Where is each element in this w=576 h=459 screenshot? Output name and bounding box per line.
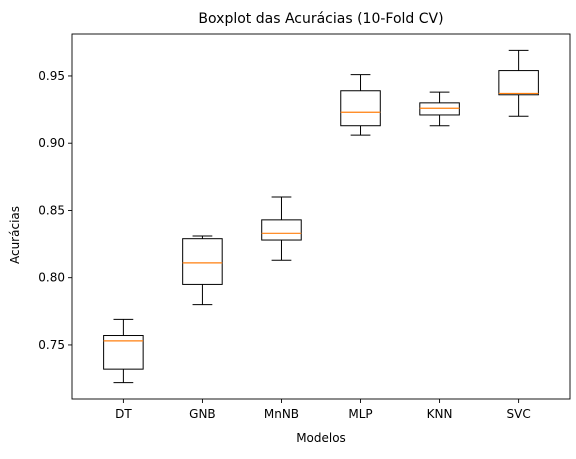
y-tick-label: 0.85 bbox=[38, 203, 65, 217]
y-tick-label: 0.75 bbox=[38, 338, 65, 352]
x-tick-label: KNN bbox=[427, 407, 453, 421]
plot-area: 0.75 0.80 0.85 0.90 0.95 DT GNB MnNB MLP KNN SVC bbox=[38, 33, 571, 421]
box-dt bbox=[103, 335, 144, 370]
plot-frame bbox=[71, 33, 571, 400]
box-gnb bbox=[182, 238, 223, 285]
x-tick-label: SVC bbox=[507, 407, 531, 421]
y-tick-label: 0.80 bbox=[38, 271, 65, 285]
chart-title: Boxplot das Acurácias (10-Fold CV) bbox=[198, 11, 443, 27]
x-axis-label: Modelos bbox=[296, 431, 346, 445]
box-knn bbox=[419, 102, 460, 116]
y-axis-label: Acurácias bbox=[8, 206, 22, 264]
box-mlp bbox=[340, 90, 381, 127]
x-tick-label: MnNB bbox=[264, 407, 299, 421]
y-tick-label: 0.90 bbox=[38, 136, 65, 150]
x-tick-label: MLP bbox=[348, 407, 372, 421]
box-mnnb bbox=[261, 219, 302, 241]
y-tick-label: 0.95 bbox=[38, 69, 65, 83]
x-tick-label: DT bbox=[115, 407, 132, 421]
box-svc bbox=[498, 70, 539, 96]
x-tick-label: GNB bbox=[189, 407, 216, 421]
